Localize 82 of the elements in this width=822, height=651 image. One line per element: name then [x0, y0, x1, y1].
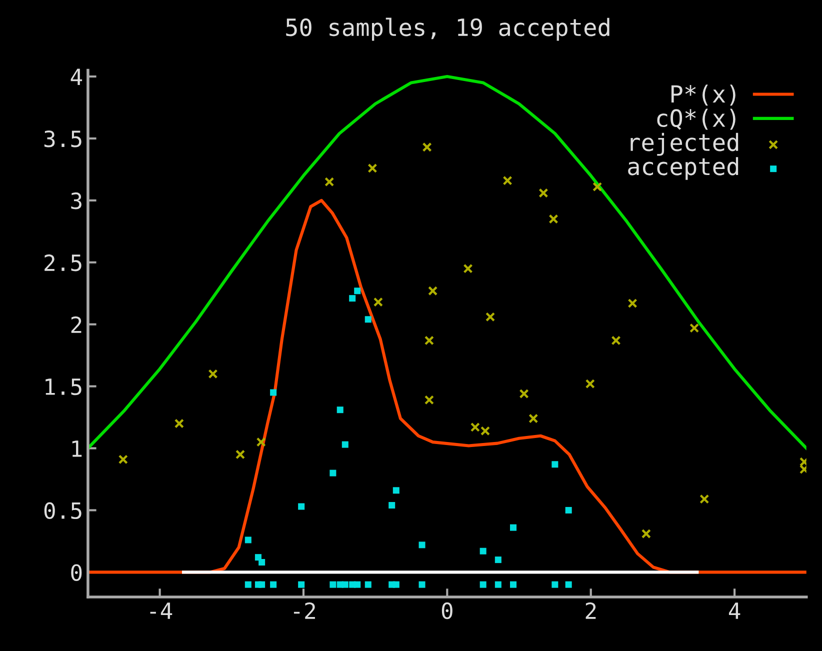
line-series	[88, 74, 806, 450]
x-tick-label: -2	[294, 602, 315, 619]
point	[342, 441, 348, 448]
point	[270, 581, 277, 588]
point	[354, 581, 361, 588]
y-tick-label: 2.5	[44, 254, 82, 272]
point	[494, 556, 502, 564]
point	[418, 581, 426, 588]
point	[592, 182, 602, 192]
point	[336, 406, 344, 414]
point	[519, 388, 529, 399]
line-series	[88, 198, 806, 574]
y-tick-label: 4	[70, 68, 82, 86]
point	[510, 524, 517, 531]
point	[424, 395, 434, 405]
point	[298, 581, 305, 588]
point	[480, 426, 490, 436]
point	[502, 176, 512, 186]
point	[480, 548, 486, 554]
point	[565, 506, 572, 514]
point	[354, 288, 361, 294]
x-tick-label: -4	[150, 602, 172, 619]
point	[480, 581, 486, 588]
point	[364, 316, 372, 323]
chart-title: 50 samples, 19 accepted	[286, 18, 610, 41]
y-tick-label: 1	[72, 440, 82, 457]
x-tick-label: 4	[728, 602, 740, 619]
point	[428, 286, 438, 296]
point	[690, 323, 700, 333]
point	[364, 581, 372, 588]
point	[392, 487, 400, 494]
legend-label: accepted	[628, 157, 738, 180]
point	[700, 494, 710, 504]
point	[330, 581, 336, 588]
y-tick-label: 3	[71, 192, 82, 210]
point	[118, 454, 128, 464]
legend-label: rejected	[630, 132, 738, 156]
point	[298, 503, 305, 510]
point	[485, 312, 496, 322]
point	[270, 389, 277, 396]
point	[208, 369, 218, 379]
point	[235, 450, 246, 460]
point	[538, 188, 548, 198]
point	[258, 559, 266, 566]
point	[174, 418, 184, 428]
point	[585, 379, 595, 389]
point	[422, 142, 432, 152]
y-tick-label: 3.5	[44, 130, 82, 148]
point	[510, 581, 517, 588]
point	[565, 581, 572, 588]
point	[244, 536, 252, 544]
point	[392, 581, 400, 588]
point	[611, 336, 621, 346]
y-tick-label: 1.5	[46, 378, 82, 396]
point	[463, 264, 473, 274]
y-tick-label: 0.5	[44, 502, 82, 520]
point	[388, 502, 396, 509]
point	[470, 422, 480, 432]
point	[368, 163, 378, 173]
point	[349, 295, 356, 302]
point	[641, 528, 651, 539]
point	[552, 581, 558, 588]
point	[256, 437, 266, 447]
legend-label: cQ*(x)	[657, 108, 736, 130]
point	[324, 177, 334, 187]
y-tick-label: 0	[71, 564, 82, 581]
point	[244, 581, 252, 588]
x-tick-label: 2	[586, 602, 596, 619]
point	[494, 581, 502, 588]
point	[552, 461, 558, 468]
point	[342, 581, 348, 588]
point	[628, 298, 638, 308]
point	[424, 336, 434, 346]
y-tick-label: 2	[71, 316, 82, 333]
legend-label: P*(x)	[671, 84, 736, 106]
x-tick-label: 0	[442, 602, 452, 620]
point	[548, 214, 558, 224]
point	[528, 414, 538, 424]
point	[330, 470, 336, 476]
point	[418, 542, 426, 548]
point	[373, 297, 383, 307]
point	[258, 581, 266, 588]
